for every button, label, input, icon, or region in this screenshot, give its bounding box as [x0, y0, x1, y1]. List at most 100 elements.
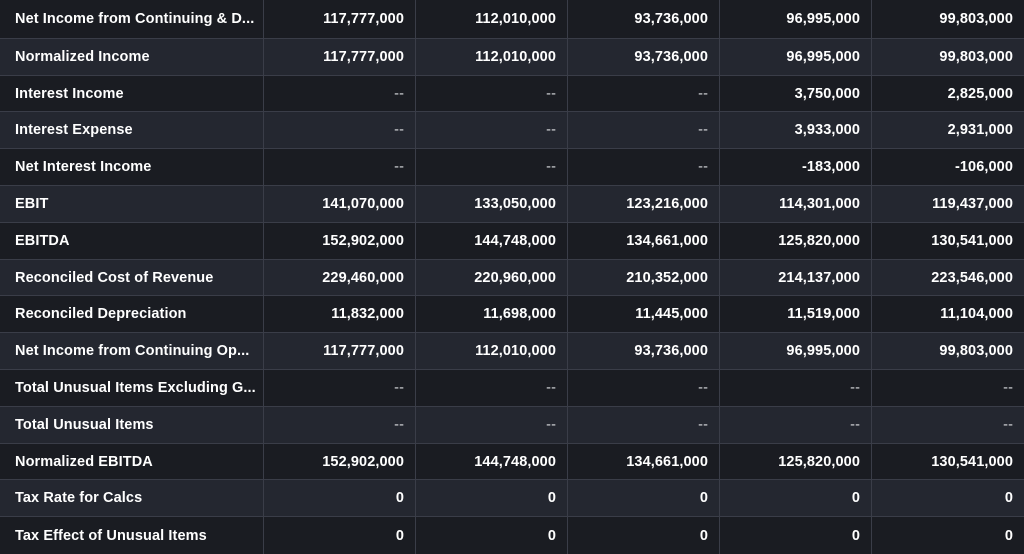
row-value: 130,541,000 — [931, 453, 1013, 470]
table-row[interactable]: Net Income from Continuing & D... 117,77… — [0, 0, 1024, 39]
row-value: 152,902,000 — [264, 443, 416, 480]
row-value: 0 — [568, 517, 720, 554]
table-row[interactable]: Tax Rate for Calcs 0 0 0 0 0 — [0, 480, 1024, 518]
row-value: 93,736,000 — [568, 333, 720, 370]
row-value: 0 — [1004, 527, 1013, 544]
row-value: -- — [264, 406, 416, 443]
row-value: 0 — [264, 517, 416, 554]
row-label: Net Income from Continuing & D... — [0, 0, 264, 38]
row-value: 220,960,000 — [416, 259, 568, 296]
row-value: 133,050,000 — [416, 186, 568, 222]
row-value: -- — [416, 112, 568, 149]
table-row[interactable]: Interest Expense -- -- -- 3,933,000 2,93… — [0, 112, 1024, 150]
row-value: 0 — [416, 480, 568, 517]
row-value: -- — [416, 149, 568, 186]
row-value: 0 — [720, 517, 872, 554]
row-value: 96,995,000 — [720, 333, 872, 370]
row-value: 0 — [264, 480, 416, 517]
table-row[interactable]: Reconciled Depreciation 11,832,000 11,69… — [0, 296, 1024, 334]
row-value: -106,000 — [954, 159, 1013, 176]
row-value: 3,933,000 — [720, 112, 872, 149]
row-value: -- — [568, 370, 720, 406]
row-value: 214,137,000 — [720, 259, 872, 296]
table-row[interactable]: Reconciled Cost of Revenue 229,460,000 2… — [0, 259, 1024, 297]
row-value: 229,460,000 — [264, 259, 416, 296]
row-value: 99,803,000 — [939, 10, 1013, 27]
row-value: 93,736,000 — [568, 0, 720, 38]
row-value: -- — [568, 406, 720, 443]
row-value: -- — [264, 370, 416, 406]
row-value: -- — [568, 112, 720, 149]
row-value: 96,995,000 — [720, 38, 872, 75]
row-label: Reconciled Cost of Revenue — [0, 259, 264, 296]
table-row[interactable]: EBIT 141,070,000 133,050,000 123,216,000… — [0, 186, 1024, 223]
row-label: EBITDA — [0, 222, 264, 259]
row-label: Interest Income — [0, 75, 264, 112]
row-label: Normalized EBITDA — [0, 443, 264, 480]
row-value: -- — [568, 75, 720, 112]
row-label: Total Unusual Items — [0, 406, 264, 443]
row-value: -- — [1003, 416, 1013, 433]
row-label: Net Income from Continuing Op... — [0, 333, 264, 370]
row-value: 210,352,000 — [568, 259, 720, 296]
row-value: 125,820,000 — [720, 443, 872, 480]
row-value: -183,000 — [720, 149, 872, 186]
row-value: 0 — [1004, 490, 1013, 507]
row-value: 0 — [416, 517, 568, 554]
row-label: Interest Expense — [0, 112, 264, 149]
row-value: 134,661,000 — [568, 443, 720, 480]
table-row[interactable]: Total Unusual Items Excluding G... -- --… — [0, 370, 1024, 407]
row-label: Normalized Income — [0, 38, 264, 75]
row-value: 11,519,000 — [720, 296, 872, 333]
row-value: 2,825,000 — [947, 85, 1013, 102]
row-value: 134,661,000 — [568, 222, 720, 259]
table-row[interactable]: Normalized Income 117,777,000 112,010,00… — [0, 38, 1024, 76]
row-value: 99,803,000 — [939, 343, 1013, 360]
row-label: Tax Rate for Calcs — [0, 480, 264, 517]
row-value: 144,748,000 — [416, 443, 568, 480]
row-value: 117,777,000 — [264, 38, 416, 75]
row-value: -- — [416, 370, 568, 406]
row-value: 152,902,000 — [264, 222, 416, 259]
row-value: -- — [416, 406, 568, 443]
row-value: 0 — [568, 480, 720, 517]
row-label: Total Unusual Items Excluding G... — [0, 370, 264, 406]
row-value: 117,777,000 — [264, 0, 416, 38]
table-row[interactable]: Net Income from Continuing Op... 117,777… — [0, 333, 1024, 371]
row-value: -- — [720, 370, 872, 406]
row-value: -- — [1003, 379, 1013, 396]
row-value: 117,777,000 — [264, 333, 416, 370]
table-row[interactable]: Tax Effect of Unusual Items 0 0 0 0 0 — [0, 517, 1024, 554]
table-row[interactable]: Normalized EBITDA 152,902,000 144,748,00… — [0, 443, 1024, 481]
row-value: 112,010,000 — [416, 0, 568, 38]
row-value: 123,216,000 — [568, 186, 720, 222]
row-value: -- — [416, 75, 568, 112]
row-value: 11,445,000 — [568, 296, 720, 333]
table-row[interactable]: Total Unusual Items -- -- -- -- -- — [0, 406, 1024, 444]
row-value: 130,541,000 — [931, 232, 1013, 249]
table-row[interactable]: EBITDA 152,902,000 144,748,000 134,661,0… — [0, 222, 1024, 260]
row-value: -- — [568, 149, 720, 186]
row-value: 93,736,000 — [568, 38, 720, 75]
table-row[interactable]: Interest Income -- -- -- 3,750,000 2,825… — [0, 75, 1024, 113]
row-label: Reconciled Depreciation — [0, 296, 264, 333]
row-value: 3,750,000 — [720, 75, 872, 112]
row-value: 112,010,000 — [416, 333, 568, 370]
row-label: EBIT — [0, 186, 264, 222]
row-value: 99,803,000 — [939, 48, 1013, 65]
row-value: 125,820,000 — [720, 222, 872, 259]
row-label: Net Interest Income — [0, 149, 264, 186]
row-value: 144,748,000 — [416, 222, 568, 259]
row-value: 11,698,000 — [416, 296, 568, 333]
row-value: 96,995,000 — [720, 0, 872, 38]
row-value: 114,301,000 — [720, 186, 872, 222]
row-value: 11,104,000 — [940, 306, 1013, 323]
row-value: -- — [264, 112, 416, 149]
row-value: 223,546,000 — [931, 269, 1013, 286]
table-row[interactable]: Net Interest Income -- -- -- -183,000 -1… — [0, 149, 1024, 187]
row-value: 112,010,000 — [416, 38, 568, 75]
row-value: -- — [720, 406, 872, 443]
row-label: Tax Effect of Unusual Items — [0, 517, 264, 554]
row-value: 119,437,000 — [932, 195, 1013, 212]
